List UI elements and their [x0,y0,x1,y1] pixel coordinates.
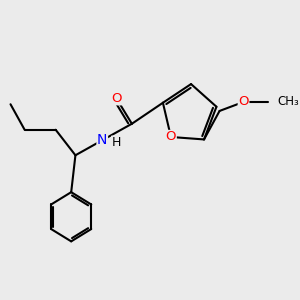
Text: CH₃: CH₃ [278,95,299,108]
Text: O: O [166,130,176,143]
Text: N: N [97,133,107,147]
Text: H: H [112,136,121,149]
Text: O: O [111,92,122,105]
Text: O: O [238,95,249,108]
